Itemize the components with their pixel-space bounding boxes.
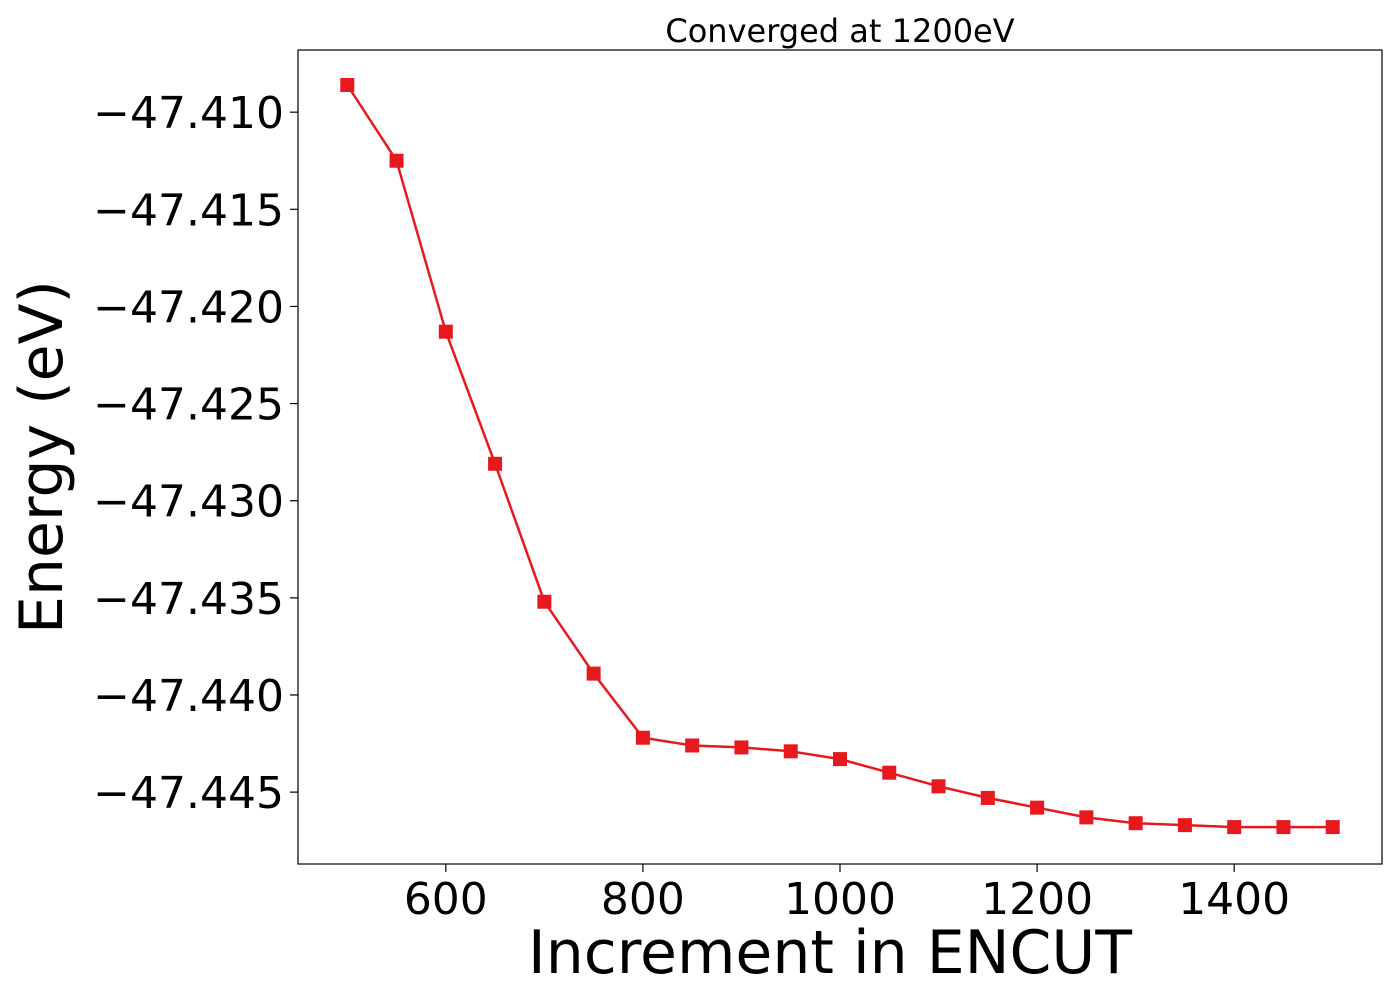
data-point-marker <box>931 779 946 794</box>
y-tick-label: −47.445 <box>93 768 284 819</box>
data-point-marker <box>537 594 552 609</box>
series-line <box>346 84 1333 829</box>
data-point-marker <box>980 790 995 805</box>
data-point-marker <box>488 456 503 471</box>
chart-title: Converged at 1200eV <box>665 12 1014 50</box>
y-tick-label: −47.440 <box>93 671 284 722</box>
data-point-marker <box>340 77 355 92</box>
data-point-marker <box>438 324 453 339</box>
data-point-marker <box>1325 820 1340 835</box>
x-tick-label: 1200 <box>981 874 1093 925</box>
y-tick-label: −47.410 <box>93 88 284 139</box>
data-point-marker <box>1079 810 1094 825</box>
y-tick-label: −47.430 <box>93 477 284 528</box>
data-point-marker <box>685 738 700 753</box>
data-point-marker <box>734 740 749 755</box>
data-point-marker <box>389 153 404 168</box>
data-point-marker <box>1030 800 1045 815</box>
y-tick-label: −47.420 <box>93 282 284 333</box>
plot-area-frame <box>297 49 1383 865</box>
series-layer <box>340 77 1340 835</box>
y-axis-label: Energy (eV) <box>7 280 77 634</box>
data-point-marker <box>635 730 650 745</box>
x-axis-label: Increment in ENCUT <box>528 918 1132 988</box>
data-point-marker <box>882 765 897 780</box>
data-point-marker <box>1227 820 1242 835</box>
data-point-marker <box>1128 816 1143 831</box>
data-point-marker <box>586 666 601 681</box>
x-tick-label: 1000 <box>784 874 896 925</box>
x-axis-ticks: 600 800 1000 1200 1400 <box>404 864 1290 925</box>
x-tick-label: 600 <box>404 874 488 925</box>
x-tick-label: 1400 <box>1178 874 1290 925</box>
data-point-marker <box>1177 818 1192 833</box>
data-point-marker <box>783 744 798 759</box>
y-tick-label: −47.435 <box>93 574 284 625</box>
y-tick-label: −47.415 <box>93 185 284 236</box>
x-tick-label: 800 <box>601 874 685 925</box>
data-point-marker <box>833 752 847 767</box>
data-point-marker <box>1276 820 1291 835</box>
y-axis-ticks: −47.410 −47.415 −47.420 −47.425 −47.430 −47.4… <box>93 88 298 819</box>
y-tick-label: −47.425 <box>93 380 284 431</box>
